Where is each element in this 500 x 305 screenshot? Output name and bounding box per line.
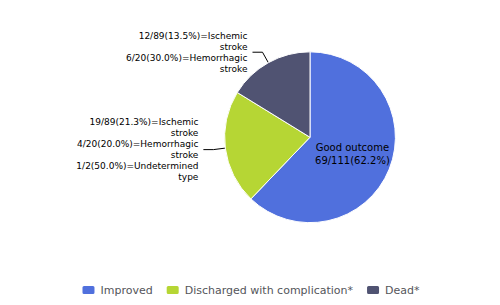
svg-text:stroke: stroke <box>220 64 248 74</box>
svg-text:Discharged with complication*: Discharged with complication* <box>185 284 354 297</box>
svg-text:stroke: stroke <box>171 128 199 138</box>
svg-text:19/89(21.3%)=Ischemic: 19/89(21.3%)=Ischemic <box>90 117 199 127</box>
svg-text:1/2(50.0%)=Undetermined: 1/2(50.0%)=Undetermined <box>76 161 198 171</box>
svg-text:4/20(20.0%)=Hemorrhagic: 4/20(20.0%)=Hemorrhagic <box>77 139 198 149</box>
svg-text:12/89(13.5%)=Ischemic: 12/89(13.5%)=Ischemic <box>139 31 248 41</box>
svg-text:69/111(62.2%): 69/111(62.2%) <box>315 155 390 166</box>
svg-text:6/20(30.0%)=Hemorrhagic: 6/20(30.0%)=Hemorrhagic <box>126 53 247 63</box>
svg-text:stroke: stroke <box>220 42 248 52</box>
svg-text:Improved: Improved <box>100 284 152 297</box>
svg-text:Dead*: Dead* <box>385 284 420 297</box>
svg-text:Good outcome: Good outcome <box>316 142 389 153</box>
svg-text:type: type <box>178 172 199 182</box>
svg-text:stroke: stroke <box>171 150 199 160</box>
